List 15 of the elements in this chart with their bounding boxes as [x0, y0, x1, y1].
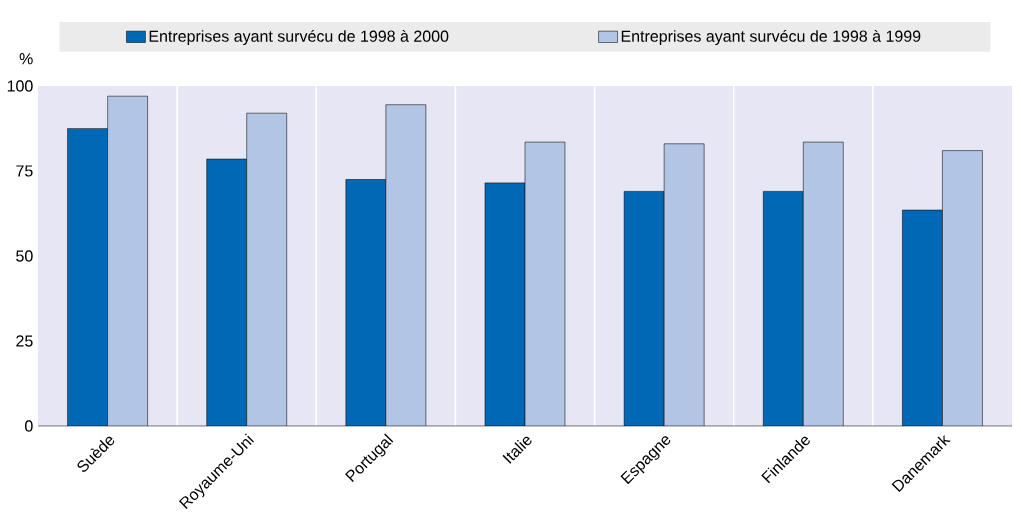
legend-label: Entreprises ayant survécu de 1998 à 2000: [149, 29, 449, 46]
legend-label: Entreprises ayant survécu de 1998 à 1999: [621, 29, 921, 46]
y-tick-label: 25: [16, 335, 33, 347]
y-tick-label: 100: [7, 80, 33, 92]
y-tick-label: 0: [25, 420, 33, 432]
y-tick-label: 50: [16, 250, 33, 262]
y-axis-title: %: [19, 53, 33, 65]
bar: [763, 191, 804, 426]
bar: [902, 209, 943, 426]
bar: [345, 179, 386, 426]
bar: [485, 182, 525, 426]
bar: [206, 159, 247, 426]
bar: [67, 128, 108, 426]
y-tick-label: 75: [16, 165, 33, 177]
bar: [624, 191, 665, 426]
